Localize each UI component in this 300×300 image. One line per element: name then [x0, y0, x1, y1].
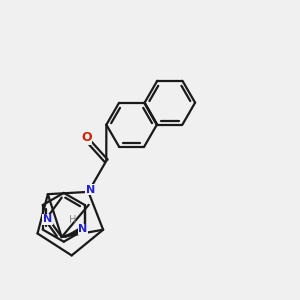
Text: N: N: [43, 214, 52, 224]
Text: N: N: [86, 185, 95, 195]
Text: H: H: [69, 215, 76, 225]
Text: O: O: [81, 131, 92, 144]
Text: N: N: [78, 224, 87, 235]
